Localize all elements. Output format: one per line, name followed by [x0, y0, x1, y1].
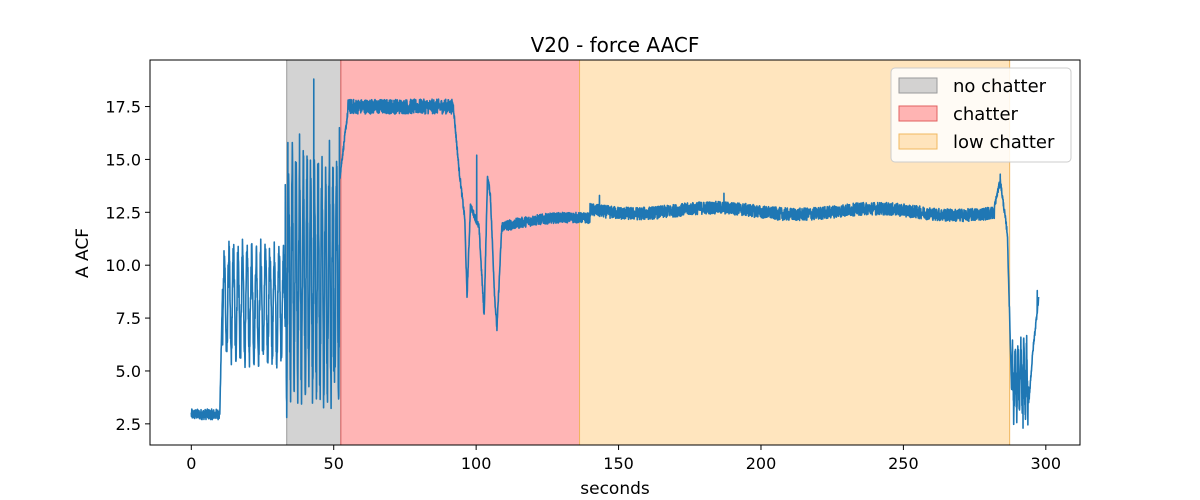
x-tick-label: 250 [888, 454, 919, 473]
legend-label: chatter [953, 104, 1019, 125]
plot-area [190, 78, 1040, 429]
chart-title: V20 - force AACF [531, 33, 700, 57]
x-tick-label: 200 [746, 454, 777, 473]
region-chatter [340, 59, 581, 446]
legend-swatch [898, 105, 938, 122]
legend-swatch [898, 133, 938, 150]
y-axis: 2.5 5.0 7.5 10.0 12.5 15.0 17.5 [105, 98, 150, 434]
plot-frame [149, 59, 1081, 446]
series-line [190, 78, 1040, 429]
x-tick-label: 100 [461, 454, 492, 473]
y-tick-label: 12.5 [105, 203, 141, 222]
y-tick-label: 7.5 [116, 309, 141, 328]
y-tick-label: 5.0 [116, 362, 141, 381]
x-tick-label: 150 [603, 454, 634, 473]
x-tick-label: 50 [324, 454, 344, 473]
x-axis-label: seconds [580, 479, 650, 499]
legend-label: low chatter [953, 132, 1055, 153]
legend-swatch [898, 77, 938, 94]
y-tick-label: 17.5 [105, 98, 141, 117]
x-tick-label: 0 [186, 454, 196, 473]
y-tick-label: 2.5 [116, 415, 141, 434]
x-tick-label: 300 [1031, 454, 1062, 473]
y-tick-label: 10.0 [105, 256, 141, 275]
y-axis-label: A ACF [73, 228, 93, 278]
y-tick-label: 15.0 [105, 150, 141, 169]
x-axis: 0 50 100 150 200 250 300 [186, 445, 1061, 473]
legend-label: no chatter [953, 76, 1047, 97]
legend: no chatter chatter low chatter [890, 67, 1072, 163]
